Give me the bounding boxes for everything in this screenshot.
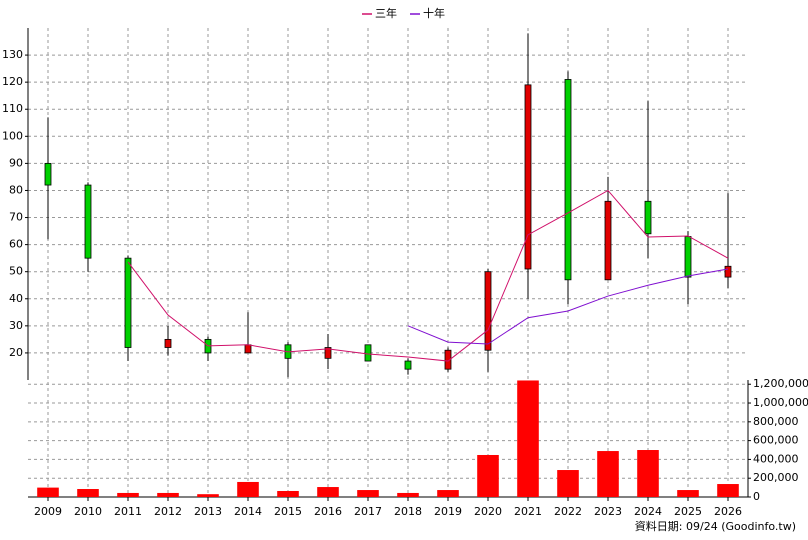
candle-body bbox=[164, 338, 172, 348]
y2-tick-label: 1,000,000 bbox=[753, 396, 808, 409]
line-series bbox=[407, 268, 729, 345]
candle-body bbox=[484, 271, 492, 351]
volume-bar bbox=[157, 492, 179, 497]
y-tick-label: 60 bbox=[9, 238, 23, 251]
y2-tick-label: 200,000 bbox=[753, 471, 799, 484]
x-tick-label: 2018 bbox=[394, 505, 422, 518]
candle-body bbox=[244, 344, 252, 354]
y2-tick-label: 400,000 bbox=[753, 452, 799, 465]
volume-bar bbox=[197, 494, 219, 497]
candle-body bbox=[44, 162, 52, 186]
candle-body bbox=[644, 200, 652, 235]
y-tick-label: 40 bbox=[9, 292, 23, 305]
y-tick-label: 70 bbox=[9, 211, 23, 224]
volume-bar bbox=[357, 490, 379, 497]
line-series bbox=[127, 189, 729, 362]
candle-body bbox=[324, 347, 332, 359]
x-tick-label: 2023 bbox=[594, 505, 622, 518]
x-tick-label: 2009 bbox=[34, 505, 62, 518]
x-tick-label: 2016 bbox=[314, 505, 342, 518]
y2-tick-label: 600,000 bbox=[753, 434, 799, 447]
volume-bar bbox=[717, 484, 739, 497]
volume-bar bbox=[637, 450, 659, 497]
y-tick-label: 90 bbox=[9, 156, 23, 169]
legend-label: 三年 bbox=[375, 6, 397, 20]
candle-body bbox=[684, 236, 692, 278]
volume-bar bbox=[317, 487, 339, 497]
x-tick-label: 2010 bbox=[74, 505, 102, 518]
x-tick-label: 2019 bbox=[434, 505, 462, 518]
x-tick-label: 2013 bbox=[194, 505, 222, 518]
y-tick-label: 100 bbox=[2, 129, 23, 142]
candle-body bbox=[404, 360, 412, 370]
x-tick-label: 2024 bbox=[634, 505, 662, 518]
x-tick-label: 2011 bbox=[114, 505, 142, 518]
volume-bar bbox=[437, 490, 459, 497]
x-tick-label: 2022 bbox=[554, 505, 582, 518]
y2-tick-label: 1,200,000 bbox=[753, 377, 808, 390]
x-tick-label: 2021 bbox=[514, 505, 542, 518]
volume-bar bbox=[117, 492, 139, 497]
volume-bar bbox=[677, 490, 699, 497]
volume-bar bbox=[77, 489, 99, 497]
candle-body bbox=[564, 79, 572, 281]
footnote: 資料日期: 09/24 (Goodinfo.tw) bbox=[635, 519, 796, 533]
candle-body bbox=[604, 200, 612, 281]
volume-bar bbox=[557, 470, 579, 497]
volume-bar bbox=[277, 490, 299, 497]
y-tick-label: 30 bbox=[9, 319, 23, 332]
x-tick-label: 2020 bbox=[474, 505, 502, 518]
legend-label: 十年 bbox=[423, 6, 445, 20]
candle-body bbox=[444, 349, 452, 370]
volume-bar bbox=[517, 380, 539, 497]
candle-body bbox=[724, 265, 732, 278]
x-tick-label: 2025 bbox=[674, 505, 702, 518]
y2-tick-label: 800,000 bbox=[753, 415, 799, 428]
y2-tick-label: 0 bbox=[753, 490, 760, 503]
x-tick-label: 2015 bbox=[274, 505, 302, 518]
y-tick-label: 80 bbox=[9, 183, 23, 196]
volume-bar bbox=[477, 454, 499, 497]
y-tick-label: 110 bbox=[2, 102, 23, 115]
x-tick-label: 2026 bbox=[714, 505, 742, 518]
volume-bar bbox=[397, 492, 419, 497]
candle-body bbox=[364, 344, 372, 362]
candle-body bbox=[124, 257, 132, 348]
x-tick-label: 2014 bbox=[234, 505, 262, 518]
volume-bar bbox=[597, 451, 619, 497]
y-tick-label: 130 bbox=[2, 48, 23, 61]
y-tick-label: 120 bbox=[2, 75, 23, 88]
volume-bar bbox=[237, 481, 259, 497]
x-tick-label: 2017 bbox=[354, 505, 382, 518]
x-tick-label: 2012 bbox=[154, 505, 182, 518]
volume-bar bbox=[37, 487, 59, 497]
y-tick-label: 20 bbox=[9, 346, 23, 359]
y-tick-label: 50 bbox=[9, 265, 23, 278]
candle-body bbox=[84, 184, 92, 259]
candle-body bbox=[524, 84, 532, 270]
